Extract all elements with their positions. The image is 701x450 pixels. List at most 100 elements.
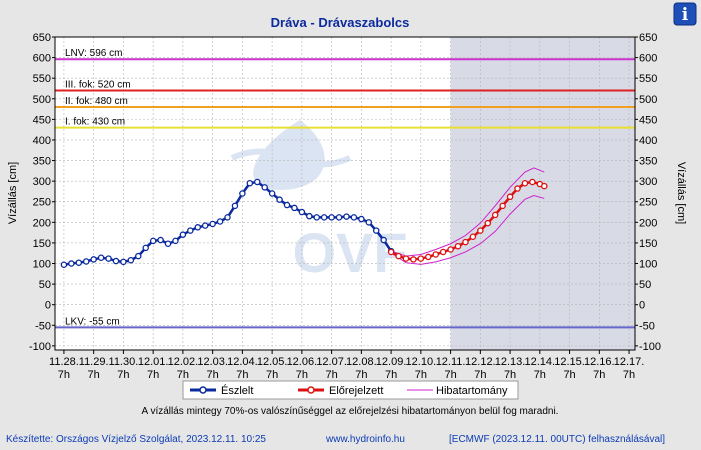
x-tick-date: 12.04. [227, 356, 258, 368]
data-point-forecast [432, 251, 439, 258]
x-tick-date: 12.07. [316, 356, 347, 368]
footer-source: [ECMWF (2023.12.11. 00UTC) felhasználásá… [449, 434, 665, 445]
data-point-forecast [439, 248, 447, 256]
data-point-observed [90, 256, 97, 263]
data-point-observed [313, 214, 320, 221]
y-tick-label: 400 [639, 135, 657, 147]
y-tick-label: 150 [639, 238, 657, 250]
data-point-forecast [541, 182, 548, 190]
x-tick-time: 7h [355, 369, 367, 381]
y-tick-label: -100 [639, 341, 661, 353]
data-point-observed [291, 204, 298, 212]
x-tick-date: 12.03. [197, 356, 228, 368]
data-point-observed [105, 255, 112, 262]
x-tick-date: 12.17. [614, 356, 645, 368]
legend: Észlelt Előrejelzett Hibatartomány [182, 380, 519, 400]
y-tick-label: -50 [35, 320, 51, 332]
y-tick-label: 350 [639, 156, 657, 168]
data-point-observed [246, 179, 254, 187]
legend-label-observed: Észlelt [221, 384, 253, 397]
y-tick-label: 400 [33, 135, 51, 147]
y-tick-label: 150 [33, 238, 51, 250]
data-point-observed [239, 190, 246, 197]
x-tick-date: 11.28. [49, 356, 79, 368]
x-tick-date: 12.10. [406, 356, 437, 368]
x-tick-time: 7h [385, 369, 397, 381]
y-tick-label: 450 [639, 114, 657, 126]
x-tick-date: 12.02. [168, 356, 199, 368]
x-tick-time: 7h [236, 369, 248, 381]
x-tick-time: 7h [117, 369, 129, 381]
y-tick-label: 0 [639, 300, 645, 312]
footer-link[interactable]: www.hydroinfo.hu [325, 434, 405, 445]
y-axis-label-left: Vízállás [cm] [7, 162, 19, 224]
data-point-observed [216, 218, 224, 225]
info-button[interactable]: i [673, 2, 697, 26]
data-point-forecast [499, 202, 506, 210]
data-point-forecast [521, 179, 529, 187]
y-tick-label: 250 [639, 197, 657, 209]
data-point-observed [157, 236, 164, 244]
data-point-forecast [417, 255, 425, 262]
x-tick-date: 12.09. [376, 356, 407, 368]
data-point-observed [194, 224, 202, 231]
y-tick-label: 100 [33, 259, 51, 271]
y-tick-label: 550 [639, 73, 657, 85]
x-tick-time: 7h [58, 369, 70, 381]
y-tick-label: 650 [639, 32, 657, 44]
data-point-observed [179, 231, 187, 238]
data-point-observed [201, 222, 209, 229]
data-point-forecast [447, 246, 454, 253]
x-tick-time: 7h [177, 369, 189, 381]
data-point-forecast [454, 242, 462, 250]
data-point-forecast [477, 227, 484, 234]
y-tick-label: 300 [639, 176, 657, 188]
data-point-forecast [387, 248, 395, 256]
data-point-observed [372, 227, 380, 234]
data-point-forecast [462, 238, 469, 246]
x-tick-time: 7h [147, 369, 159, 381]
series-line-forecast [390, 180, 545, 261]
data-point-forecast [514, 185, 521, 192]
threshold-label: I. fok: 430 cm [65, 117, 125, 128]
x-tick-date: 12.06. [287, 356, 318, 368]
data-point-observed [261, 184, 268, 191]
x-tick-time: 7h [623, 369, 635, 381]
info-icon [673, 2, 697, 26]
y-tick-label: 50 [639, 279, 651, 291]
x-tick-time: 7h [207, 369, 219, 381]
data-point-forecast [506, 193, 514, 201]
y-tick-label: 600 [639, 53, 657, 65]
y-tick-label: -100 [29, 341, 51, 353]
x-tick-time: 7h [444, 369, 456, 381]
data-point-observed [343, 213, 350, 220]
legend-marker-observed [199, 386, 207, 394]
y-tick-label: 0 [45, 300, 51, 312]
info-icon-glyph: i [682, 5, 689, 25]
legend-label-error-band: Hibatartomány [436, 385, 508, 397]
y-tick-label: 500 [33, 94, 51, 106]
data-point-observed [328, 214, 335, 221]
threshold-label: LKV: -55 cm [65, 316, 120, 327]
x-tick-time: 7h [504, 369, 516, 381]
data-point-observed [75, 259, 83, 266]
data-point-observed [380, 236, 387, 244]
y-tick-label: 350 [33, 156, 51, 168]
data-point-observed [172, 237, 179, 245]
data-point-observed [68, 260, 75, 267]
x-tick-date: 12.16. [584, 356, 615, 368]
data-point-observed [335, 214, 343, 221]
data-point-forecast [425, 253, 432, 261]
data-point-observed [254, 178, 261, 186]
legend-label-forecast: Előrejelzett [329, 385, 383, 397]
data-point-observed [120, 258, 127, 266]
data-point-observed [231, 202, 239, 210]
data-point-observed [209, 220, 216, 228]
footer-credit: Készítette: Országos Vízjelző Szolgálat,… [6, 434, 266, 445]
chart-note: A vízállás mintegy 70%-os valószínűségge… [142, 406, 559, 417]
x-tick-date: 12.08. [346, 356, 377, 368]
y-tick-label: 500 [639, 94, 657, 106]
data-point-forecast [529, 178, 536, 186]
x-tick-date: 12.11. [436, 356, 466, 368]
data-point-observed [142, 244, 149, 252]
